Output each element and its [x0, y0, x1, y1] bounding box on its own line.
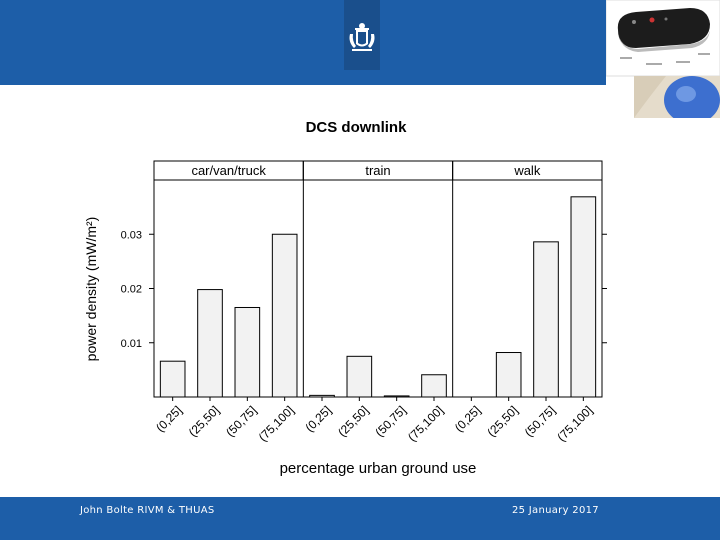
y-axis-label: power density (mW/m²) [83, 217, 99, 362]
footer-date: 25 January 2017 [512, 505, 599, 516]
x-tick-label: (0,25] [302, 403, 334, 435]
x-tick-label: (75,100] [256, 403, 297, 444]
y-tick-label: 0.02 [121, 284, 142, 296]
bar [346, 355, 373, 398]
coat-of-arms-icon [344, 0, 380, 70]
footer-author: John Bolte RIVM & THUAS [80, 505, 215, 516]
bar [570, 196, 597, 398]
x-tick-label: (25,50] [484, 403, 520, 439]
bar [234, 306, 261, 398]
bar [159, 360, 186, 398]
x-tick-label: (75,100] [554, 403, 595, 444]
device-photo [605, 0, 720, 124]
x-tick-label: (0,25] [153, 403, 185, 435]
panel-label: walk [513, 163, 541, 178]
x-tick-label: (75,100] [405, 403, 446, 444]
bar [421, 374, 447, 398]
footer-band [0, 497, 720, 540]
panel-label: train [365, 163, 390, 178]
y-tick-label: 0.01 [121, 338, 142, 350]
bar [197, 289, 223, 398]
bar [309, 394, 335, 398]
bar [271, 233, 298, 398]
x-tick-label: (50,75] [522, 403, 558, 439]
x-tick-label: (50,75] [372, 403, 408, 439]
y-tick-label: 0.03 [121, 229, 142, 241]
x-tick-label: (50,75] [223, 403, 259, 439]
panel-label: car/van/truck [191, 163, 266, 178]
bar [533, 241, 559, 398]
x-axis-label: percentage urban ground use [280, 460, 477, 477]
chart-title: DCS downlink [306, 119, 407, 136]
x-tick-label: (25,50] [186, 403, 222, 439]
x-tick-label: (0,25] [452, 403, 484, 435]
x-tick-label: (25,50] [335, 403, 371, 439]
bar [383, 395, 410, 398]
bar [495, 352, 522, 398]
